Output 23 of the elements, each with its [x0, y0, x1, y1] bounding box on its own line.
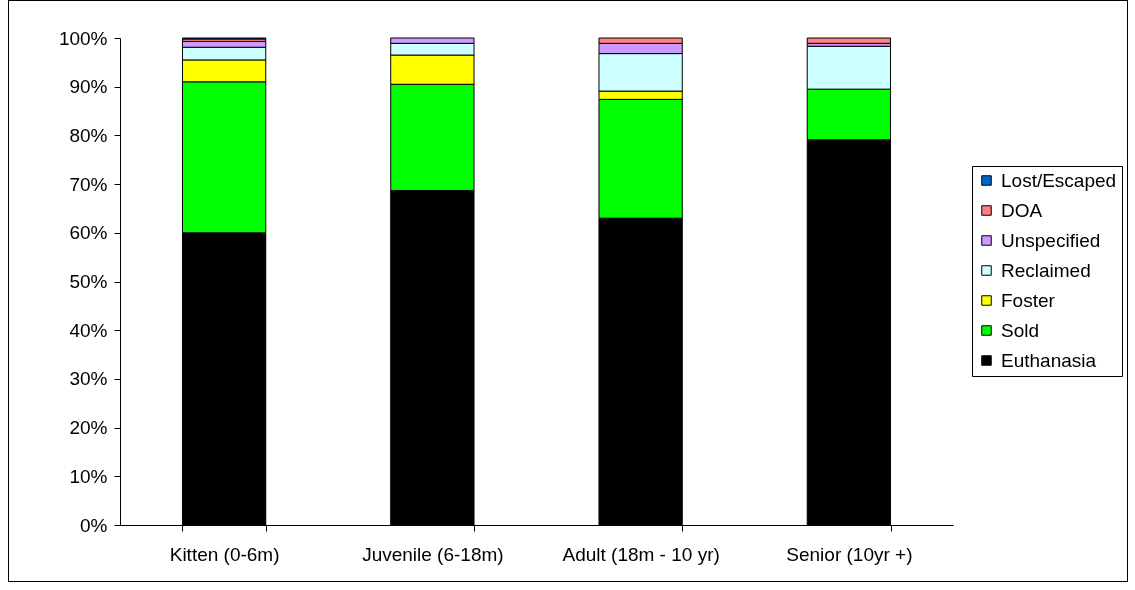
y-tick-label: 90%: [69, 76, 108, 98]
legend-label: Unspecified: [1001, 229, 1101, 251]
x-tick-label: Juvenile (6-18m): [362, 543, 504, 565]
y-tick-label: 80%: [69, 124, 108, 146]
legend-label: Reclaimed: [1001, 259, 1091, 281]
legend-label: Lost/Escaped: [1001, 169, 1117, 191]
x-tick-label: Senior (10yr +): [786, 543, 913, 565]
y-tick-label: 100%: [58, 27, 108, 49]
x-tick-label: Kitten (0-6m): [169, 543, 280, 565]
y-tick-label: 30%: [69, 368, 108, 390]
legend-label: DOA: [1001, 199, 1043, 221]
y-tick-label: 20%: [69, 417, 108, 439]
y-tick-label: 40%: [69, 319, 108, 341]
legend-label: Sold: [1001, 319, 1040, 341]
bar: [806, 37, 892, 44]
y-tick-label: 70%: [69, 173, 108, 195]
x-tick-label: Adult (18m - 10 yr): [562, 543, 720, 565]
y-tick-label: 10%: [69, 465, 108, 487]
y-tick-label: 0%: [80, 514, 108, 536]
legend-label: Foster: [1001, 289, 1056, 311]
y-tick-label: 60%: [69, 222, 108, 244]
legend-label: Euthanasia: [1001, 349, 1097, 371]
y-tick-label: 50%: [69, 271, 108, 292]
